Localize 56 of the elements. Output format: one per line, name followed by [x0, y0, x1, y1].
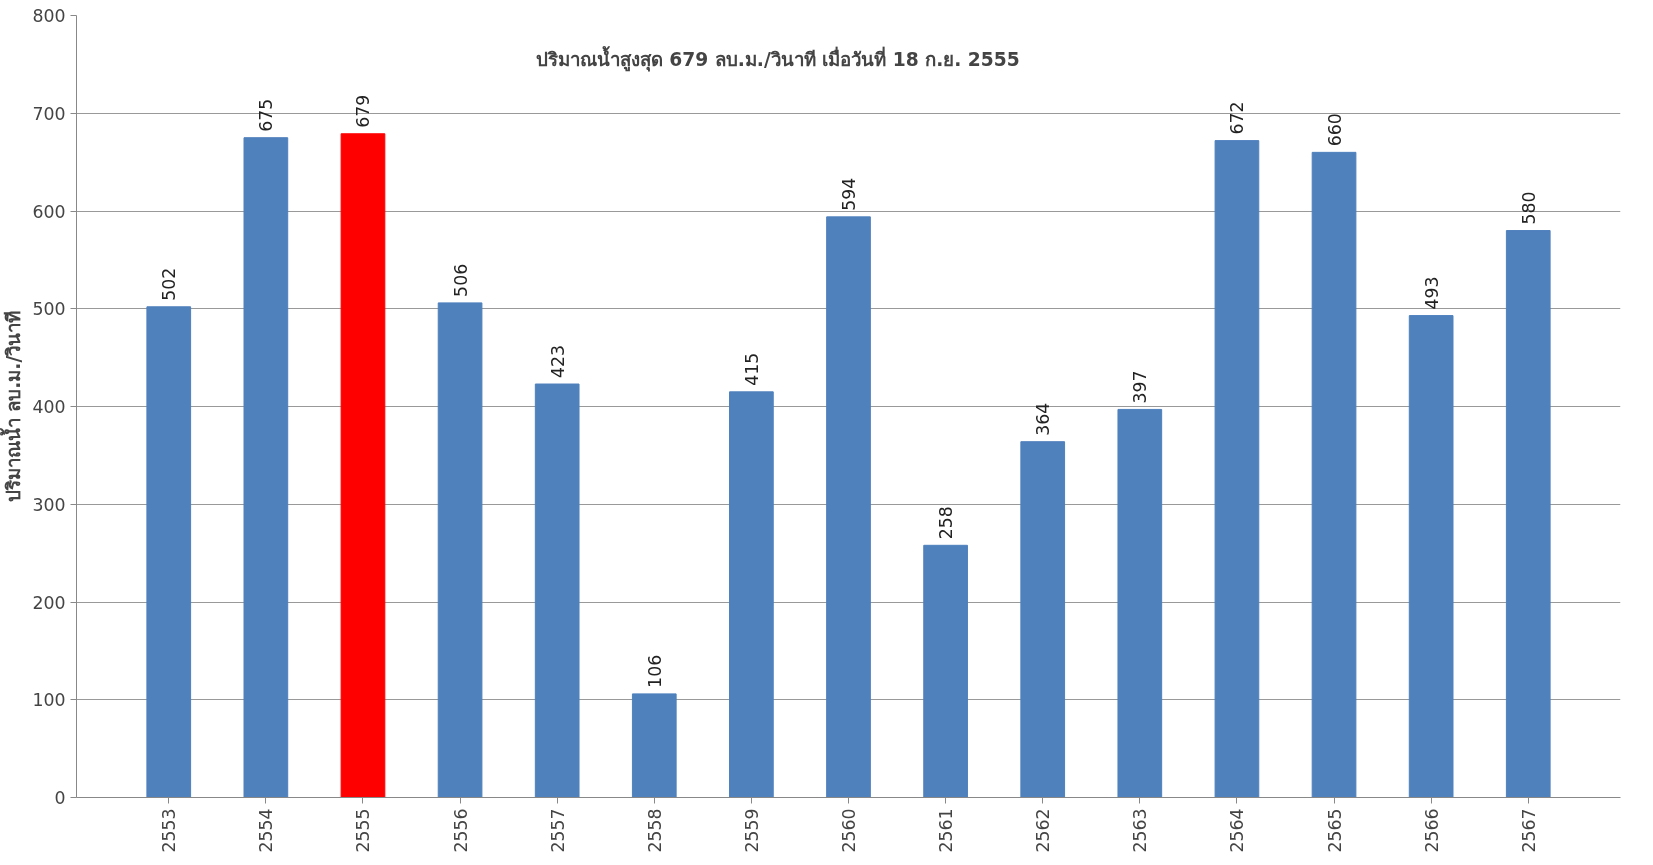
data-label: 506 [450, 263, 471, 297]
y-tick-label: 0 [54, 788, 66, 808]
x-tick-label: 2561 [936, 808, 957, 853]
x-tick-label: 2563 [1130, 808, 1151, 853]
x-tick-label: 2553 [159, 808, 180, 853]
data-label: 675 [256, 98, 277, 132]
data-label: 258 [936, 506, 957, 540]
data-label: 580 [1518, 191, 1539, 225]
x-tick-label: 2567 [1518, 808, 1539, 853]
bar [1214, 140, 1260, 798]
bar [1311, 151, 1357, 798]
y-tick-label: 300 [32, 494, 66, 515]
bar [1020, 441, 1066, 798]
bar [1117, 408, 1163, 798]
x-tick-label: 2565 [1324, 808, 1345, 853]
x-tick-label: 2557 [547, 808, 568, 853]
bar [1505, 230, 1551, 798]
data-label: 502 [159, 267, 180, 301]
x-tick-label: 2566 [1421, 808, 1442, 853]
x-tick-label: 2564 [1227, 808, 1248, 853]
data-label: 679 [353, 94, 374, 128]
data-label: 672 [1227, 101, 1248, 135]
bar [631, 693, 677, 798]
x-tick-label: 2556 [450, 808, 471, 853]
data-label: 397 [1130, 370, 1151, 404]
y-tick-label: 500 [32, 299, 66, 320]
data-label: 415 [741, 352, 762, 386]
bar [146, 306, 192, 798]
data-label: 106 [644, 654, 665, 688]
bar [437, 302, 483, 798]
y-tick-label: 100 [32, 690, 66, 711]
data-label: 364 [1033, 402, 1054, 436]
data-label: 594 [839, 177, 859, 211]
y-axis-title: ปริมาณน้ำ ลบ.ม./วินาที [0, 310, 25, 503]
data-label: 660 [1324, 113, 1345, 147]
y-tick-label: 700 [32, 103, 66, 124]
y-tick-label: 400 [32, 397, 66, 417]
bar [534, 383, 580, 798]
bar [923, 544, 968, 798]
bar [729, 391, 774, 798]
x-tick-label: 2554 [256, 808, 277, 853]
x-tick-label: 2562 [1033, 808, 1054, 853]
bar [826, 216, 871, 798]
x-tick-label: 2558 [644, 808, 665, 853]
y-tick-label: 200 [32, 592, 66, 613]
x-tick-label: 2555 [353, 808, 374, 853]
x-tick-label: 2560 [839, 808, 859, 853]
annotation: ปริมาณน้ำสูงสุด 679 ลบ.ม./วินาที เมื่อวันที่ 18 ก.ย. 2555 [535, 46, 1020, 73]
x-tick-label: 2559 [741, 808, 762, 853]
data-label: 423 [547, 344, 568, 379]
bar [243, 137, 289, 798]
y-tick-label: 600 [32, 201, 66, 222]
y-tick-label: 800 [32, 6, 66, 26]
bar [1408, 315, 1454, 798]
bar [340, 133, 386, 798]
data-label: 493 [1421, 276, 1442, 310]
